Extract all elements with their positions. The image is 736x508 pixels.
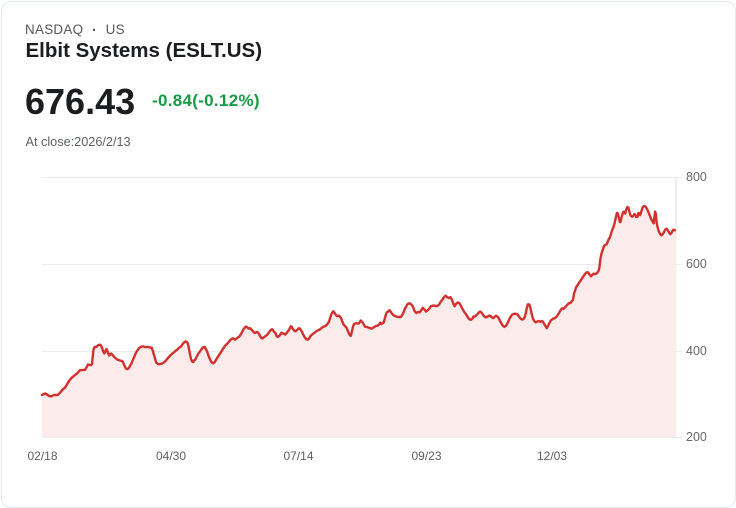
svg-text:02/18: 02/18	[27, 449, 57, 463]
svg-text:12/03: 12/03	[537, 449, 567, 463]
svg-text:04/30: 04/30	[156, 449, 186, 463]
svg-text:800: 800	[686, 170, 707, 184]
svg-text:600: 600	[686, 257, 707, 271]
svg-text:07/14: 07/14	[283, 449, 313, 463]
svg-text:200: 200	[686, 430, 707, 444]
svg-text:400: 400	[686, 344, 707, 358]
svg-text:09/23: 09/23	[411, 449, 441, 463]
